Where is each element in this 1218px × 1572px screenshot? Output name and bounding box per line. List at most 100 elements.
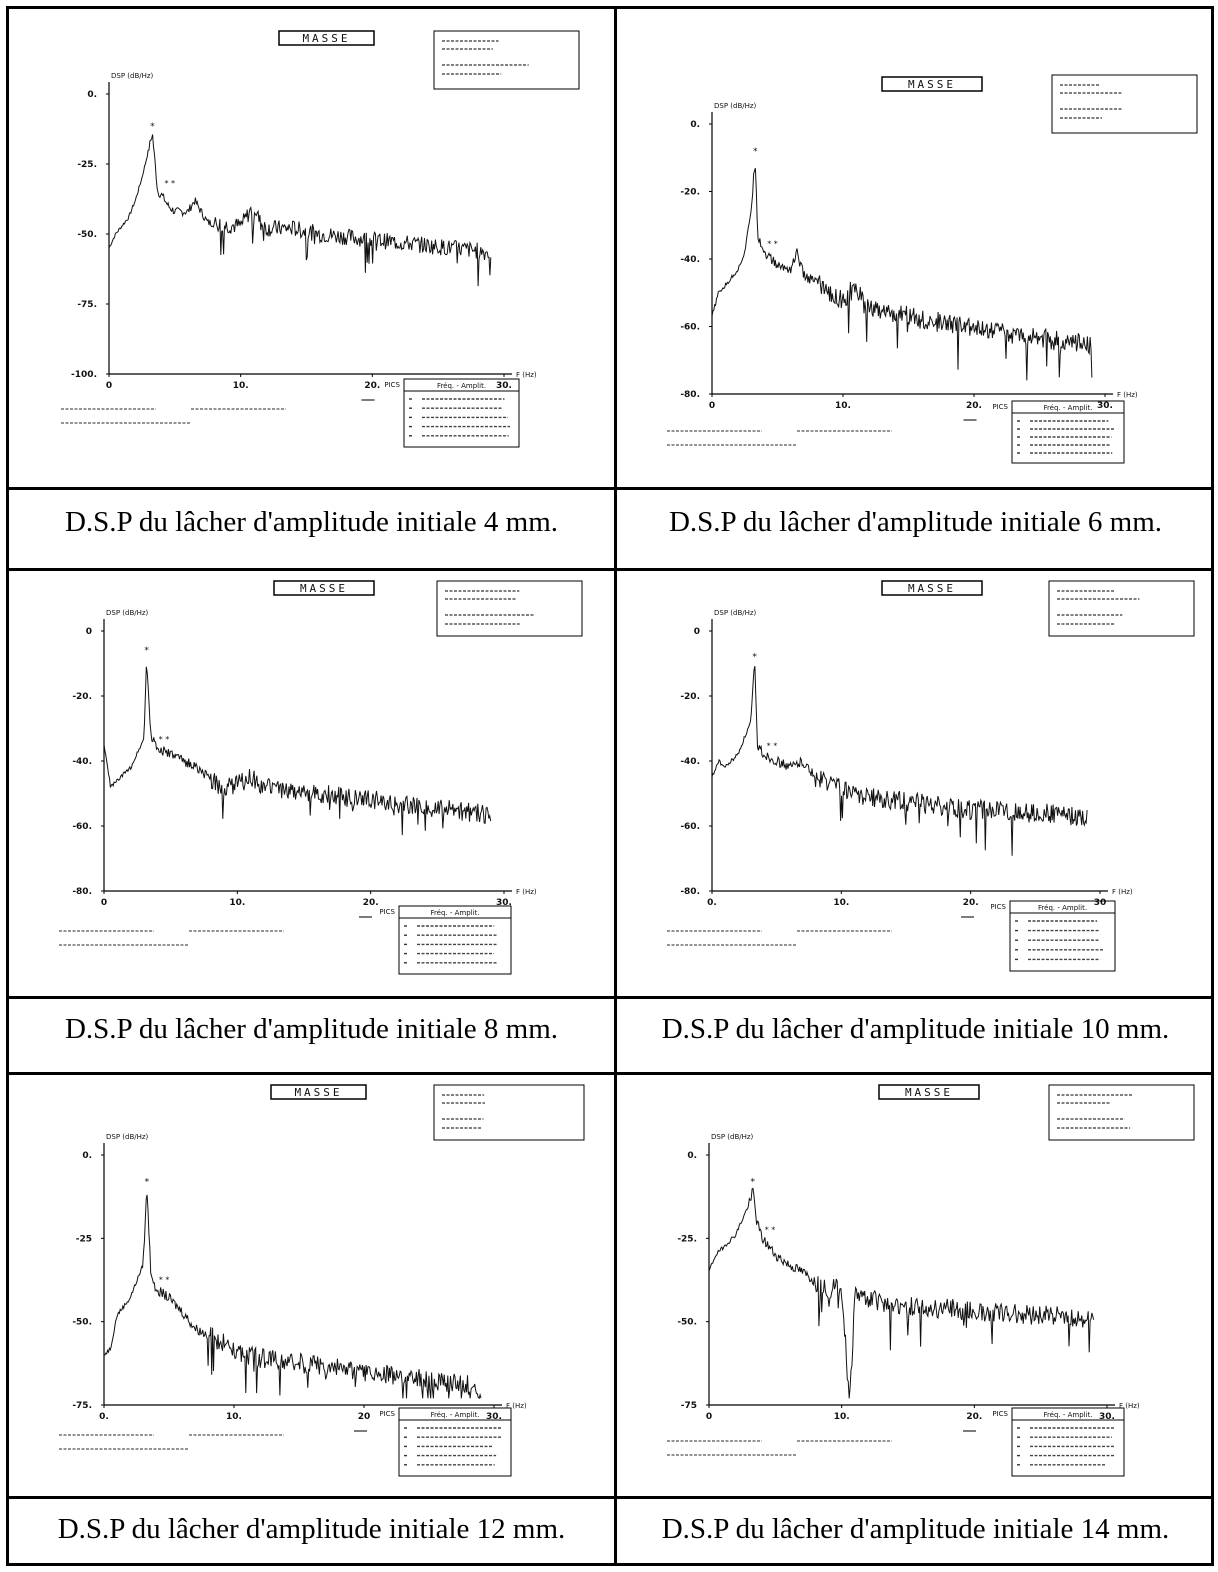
dsp-chart-6mm: MASSE DSP (dB/Hz) F (Hz) 0. -20. -40. -60. -80.… bbox=[667, 74, 1198, 464]
chart-cell-14mm: MASSE DSP (dB/Hz) F (Hz) 0. -25. -50. -75 0 10. 2… bbox=[617, 1075, 1214, 1496]
caption-14mm: D.S.P du lâcher d'amplitude initiale 14 … bbox=[661, 1513, 1170, 1545]
y-tick-label: -75. bbox=[77, 300, 97, 310]
x-tick-label: 20. bbox=[364, 381, 380, 391]
spectrum-line bbox=[103, 1194, 482, 1400]
y-tick-label: -25 bbox=[76, 1234, 92, 1244]
y-axis-label: DSP (dB/Hz) bbox=[111, 72, 154, 80]
y-tick-label: -60. bbox=[680, 822, 700, 832]
peak-marker: * * bbox=[159, 735, 170, 744]
peak-marker: * * bbox=[767, 742, 778, 751]
chart-cell-12mm: MASSE DSP (dB/Hz) F (Hz) 0. -25 -50. -75. 0. 10.… bbox=[9, 1075, 614, 1496]
peak-marker: * bbox=[145, 1177, 150, 1187]
y-tick-label: -25. bbox=[77, 160, 97, 170]
info-box bbox=[1048, 580, 1195, 637]
y-tick-label: 0. bbox=[87, 90, 97, 100]
peak-marker: * * bbox=[159, 1275, 170, 1284]
peaks-table bbox=[1009, 900, 1116, 972]
peak-marker: * bbox=[150, 122, 155, 132]
y-tick-label: -50. bbox=[72, 1318, 92, 1328]
dsp-chart-10mm: MASSE DSP (dB/Hz) F (Hz) 0 -20. -40. -60. -80. 0… bbox=[667, 580, 1195, 972]
y-tick-label: -75 bbox=[681, 1401, 697, 1411]
peaks-table bbox=[1011, 1407, 1125, 1477]
x-tick-label: 0. bbox=[99, 1412, 109, 1422]
y-tick-label: 0. bbox=[690, 120, 700, 130]
x-tick-label: 10. bbox=[226, 1412, 242, 1422]
y-tick-label: -40. bbox=[680, 757, 700, 767]
header-box bbox=[270, 1084, 367, 1100]
peaks-label: PICS bbox=[379, 1410, 395, 1418]
x-tick-label: 10. bbox=[835, 401, 851, 411]
x-axis-label: F (Hz) bbox=[1119, 1402, 1140, 1410]
x-axis-label: F (Hz) bbox=[1117, 391, 1138, 399]
figure-grid: MASSE DSP (dB/Hz) F (Hz) 0. -25. -50. -75. -100… bbox=[6, 6, 1214, 1566]
info-box bbox=[436, 580, 583, 637]
peak-marker: * bbox=[752, 653, 757, 663]
x-axis-label: F (Hz) bbox=[1112, 888, 1133, 896]
peak-marker: * bbox=[144, 646, 149, 656]
y-axis-label: DSP (dB/Hz) bbox=[711, 1133, 754, 1141]
x-tick-label: 10. bbox=[233, 381, 249, 391]
y-tick-label: -60. bbox=[72, 822, 92, 832]
peaks-table bbox=[398, 905, 512, 975]
peaks-table bbox=[403, 378, 520, 448]
peak-marker: * * bbox=[164, 179, 175, 188]
chart-cell-10mm: MASSE DSP (dB/Hz) F (Hz) 0 -20. -40. -60. -80. 0… bbox=[617, 571, 1214, 996]
dsp-chart-14mm: MASSE DSP (dB/Hz) F (Hz) 0. -25. -50. -75 0 10. 2… bbox=[667, 1084, 1195, 1477]
y-tick-label: -80. bbox=[680, 887, 700, 897]
x-tick-label: 0 bbox=[106, 381, 112, 391]
peaks-table-header: Fréq. - Amplit. bbox=[1043, 1411, 1092, 1419]
x-tick-label: 30. bbox=[486, 1412, 502, 1422]
x-tick-label: 30 bbox=[1094, 898, 1107, 908]
header-label: MASSE bbox=[905, 1086, 953, 1099]
x-tick-label: 30. bbox=[496, 898, 512, 908]
x-tick-label: 10. bbox=[833, 898, 849, 908]
caption-12mm: D.S.P du lâcher d'amplitude initiale 12 … bbox=[57, 1513, 566, 1545]
row-divider bbox=[9, 487, 1211, 490]
y-tick-label: 0 bbox=[694, 627, 700, 637]
x-tick-label: 10. bbox=[834, 1412, 850, 1422]
x-tick-label: 20. bbox=[966, 1412, 982, 1422]
x-tick-label: 30. bbox=[1097, 401, 1113, 411]
dsp-chart-8mm: MASSE DSP (dB/Hz) F (Hz) 0 -20. -40. -60. -80. 0… bbox=[59, 580, 583, 975]
y-tick-label: -80. bbox=[680, 390, 700, 400]
x-tick-label: 0 bbox=[709, 401, 715, 411]
row-divider bbox=[9, 1072, 1211, 1075]
header-box bbox=[278, 30, 375, 46]
y-axis-label: DSP (dB/Hz) bbox=[714, 102, 757, 110]
x-tick-label: 0 bbox=[706, 1412, 712, 1422]
y-tick-label: -20. bbox=[72, 692, 92, 702]
chart-cell-4mm: MASSE DSP (dB/Hz) F (Hz) 0. -25. -50. -75. -100… bbox=[9, 9, 614, 487]
chart-cell-6mm: MASSE DSP (dB/Hz) F (Hz) 0. -20. -40. -60. -80.… bbox=[617, 9, 1214, 487]
x-axis-label: F (Hz) bbox=[506, 1402, 527, 1410]
dsp-chart-12mm: MASSE DSP (dB/Hz) F (Hz) 0. -25 -50. -75. 0. 10.… bbox=[59, 1084, 585, 1477]
x-tick-label: 30. bbox=[496, 381, 512, 391]
header-label: MASSE bbox=[302, 32, 350, 45]
y-tick-label: -75. bbox=[72, 1401, 92, 1411]
y-tick-label: -20. bbox=[680, 188, 700, 198]
chart-cell-8mm: MASSE DSP (dB/Hz) F (Hz) 0 -20. -40. -60. -80. 0… bbox=[9, 571, 614, 996]
y-tick-label: -25. bbox=[677, 1234, 697, 1244]
peaks-label: PICS bbox=[992, 1410, 1008, 1418]
y-tick-label: 0 bbox=[86, 627, 92, 637]
y-axis-label: DSP (dB/Hz) bbox=[106, 1133, 149, 1141]
peaks-table bbox=[1011, 400, 1125, 464]
x-tick-label: 20. bbox=[966, 401, 982, 411]
x-tick-label: 10. bbox=[229, 898, 245, 908]
info-box bbox=[433, 30, 580, 90]
row-divider bbox=[9, 1496, 1211, 1499]
y-tick-label: -100. bbox=[71, 370, 97, 380]
peak-marker: * * bbox=[765, 1225, 776, 1234]
header-label: MASSE bbox=[294, 1086, 342, 1099]
x-axis-label: F (Hz) bbox=[516, 371, 537, 379]
x-tick-label: 0 bbox=[101, 898, 107, 908]
caption-10mm: D.S.P du lâcher d'amplitude initiale 10 … bbox=[661, 1013, 1170, 1045]
x-tick-label: 20 bbox=[358, 1412, 371, 1422]
header-box bbox=[273, 580, 375, 596]
header-box bbox=[881, 580, 983, 596]
info-box bbox=[1048, 1084, 1195, 1141]
info-box bbox=[1051, 74, 1198, 134]
spectrum-line bbox=[108, 134, 492, 287]
peak-marker: * bbox=[751, 1177, 756, 1187]
spectrum-line bbox=[708, 1187, 1095, 1399]
peaks-table-header: Fréq. - Amplit. bbox=[430, 909, 479, 917]
